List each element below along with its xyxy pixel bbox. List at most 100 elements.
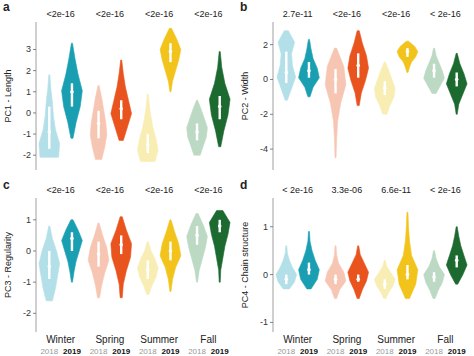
x-year-label: 2019 xyxy=(63,347,81,356)
iqr-bar xyxy=(169,43,171,62)
median-dot xyxy=(70,237,74,241)
median-dot xyxy=(195,234,199,238)
y-tick xyxy=(33,112,36,113)
median-dot xyxy=(97,252,101,256)
violin xyxy=(187,214,208,283)
violin xyxy=(325,246,346,299)
iqr-bar xyxy=(357,275,359,282)
median-dot xyxy=(406,273,410,277)
panel-label: b xyxy=(240,0,247,14)
x-category-label: Fall xyxy=(437,334,453,345)
violin xyxy=(209,52,230,147)
iqr-bar xyxy=(169,242,171,261)
y-tick xyxy=(33,49,36,50)
x-year-label: 2019 xyxy=(112,347,130,356)
iqr-bar xyxy=(357,53,359,77)
y-axis-label: PC1 - Length xyxy=(3,69,13,122)
y-tick xyxy=(33,282,36,283)
y-tick-label: 3 xyxy=(26,44,31,54)
y-tick-label: -2 xyxy=(23,150,31,160)
median-dot xyxy=(307,69,311,73)
iqr-bar xyxy=(219,220,221,232)
median-dot xyxy=(169,249,173,253)
x-category-label: Spring xyxy=(95,334,124,345)
x-year-label: 2019 xyxy=(211,347,229,356)
x-category-label: Fall xyxy=(200,334,216,345)
x-year-label: 2019 xyxy=(349,347,367,356)
y-tick-label: -1 xyxy=(260,317,268,327)
violin xyxy=(137,242,158,295)
p-value: <2e-16 xyxy=(145,185,173,195)
marks xyxy=(276,212,467,298)
x-category-label: Winter xyxy=(283,334,313,345)
y-axis-label: PC3 - Regularity xyxy=(3,231,13,298)
p-value: <2e-16 xyxy=(96,185,124,195)
violin xyxy=(348,246,369,299)
p-value: < 2e-16 xyxy=(430,9,461,19)
p-value: <2e-16 xyxy=(145,9,173,19)
iqr-bar xyxy=(71,83,73,106)
x-category-label: Summer xyxy=(377,334,415,345)
x-year-label: 2018 xyxy=(327,347,345,356)
median-dot xyxy=(455,258,459,262)
violin xyxy=(299,232,320,289)
iqr-bar xyxy=(97,242,99,267)
p-value: <2e-16 xyxy=(46,9,74,19)
violin xyxy=(62,43,83,138)
y-tick xyxy=(33,70,36,71)
violin xyxy=(88,223,109,298)
iqr-bar xyxy=(147,134,149,153)
y-tick-label: -1 xyxy=(23,129,31,139)
x-year-label: 2018 xyxy=(277,347,295,356)
iqr-bar xyxy=(406,265,408,279)
iqr-bar xyxy=(285,275,287,285)
iqr-bar xyxy=(433,272,435,282)
violin xyxy=(39,226,60,301)
median-dot xyxy=(432,69,436,73)
p-value: <2e-16 xyxy=(194,9,222,19)
figure: aPC1 - Length-2-10123<2e-16<2e-16<2e-16<… xyxy=(0,0,474,356)
marks xyxy=(39,28,230,161)
marks xyxy=(39,210,230,300)
iqr-bar xyxy=(433,64,435,78)
y-tick xyxy=(270,79,273,80)
iqr-bar xyxy=(456,255,458,267)
violin xyxy=(446,227,467,284)
panel: dPC4 - Chain structure-101< 2e-16Winter2… xyxy=(240,178,467,356)
panel-label: a xyxy=(3,0,10,14)
median-dot xyxy=(195,130,199,134)
y-tick xyxy=(270,274,273,275)
y-tick-label: 0 xyxy=(26,246,31,256)
p-value: <2e-16 xyxy=(194,185,222,195)
y-tick-label: 0 xyxy=(26,108,31,118)
median-dot xyxy=(284,278,288,282)
y-tick-label: -1 xyxy=(23,277,31,287)
x-year-label: 2019 xyxy=(399,347,417,356)
panel-label: d xyxy=(240,178,247,192)
x-year-label: 2018 xyxy=(40,347,58,356)
violin xyxy=(424,251,445,299)
violin xyxy=(209,210,230,282)
median-dot xyxy=(97,122,101,126)
iqr-bar xyxy=(219,96,221,119)
median-dot xyxy=(334,78,338,82)
median-dot xyxy=(146,143,150,147)
violin xyxy=(374,260,395,298)
y-axis-line xyxy=(273,198,274,332)
y-tick xyxy=(270,149,273,150)
violin xyxy=(90,85,107,159)
median-dot xyxy=(119,107,123,111)
p-value: 3.3e-06 xyxy=(332,185,363,195)
violin xyxy=(277,31,296,101)
y-tick-label: 0 xyxy=(263,74,268,84)
y-tick-label: -2 xyxy=(23,308,31,318)
iqr-bar xyxy=(334,69,336,93)
p-value: <2e-16 xyxy=(96,9,124,19)
y-tick-label: 1 xyxy=(263,222,268,232)
iqr-bar xyxy=(308,263,310,275)
x-year-label: 2018 xyxy=(139,347,157,356)
y-tick xyxy=(33,313,36,314)
iqr-bar xyxy=(384,81,386,95)
x-year-label: 2019 xyxy=(162,347,180,356)
violin xyxy=(160,28,181,91)
